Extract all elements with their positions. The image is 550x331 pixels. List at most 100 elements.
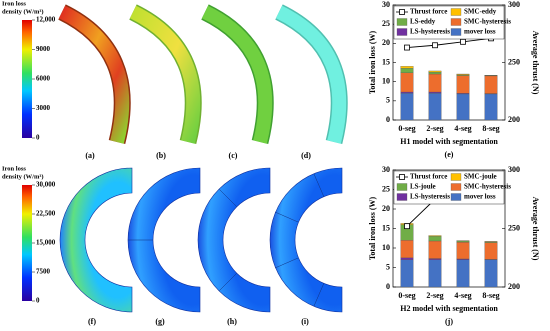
simulation-images (58, 4, 348, 313)
legend-label: mover loss (464, 28, 496, 36)
legend-swatch (450, 183, 462, 191)
seam (218, 188, 238, 208)
y2-axis-title: Average thrust (N) (531, 31, 540, 95)
colorbar-tick-label: 6000 (36, 75, 51, 83)
legend: Thrust force SMC-eddy LS-eddy SMC-hysteresi… (393, 5, 511, 40)
y-tick-label: 30 (382, 165, 390, 174)
y-tick-label: 15 (382, 223, 390, 232)
thrust-marker (404, 44, 410, 51)
y-tick-label: 25 (382, 184, 390, 193)
x-tick-label: 2-seg (426, 291, 443, 300)
y2-axis-title: Average thrust (N) (531, 197, 540, 261)
panel-label: (c) (229, 151, 238, 160)
legend-swatch (450, 173, 462, 181)
legend-swatch (450, 18, 462, 26)
legend-label: SMC-hysteresis (464, 18, 511, 26)
x-axis-title: H2 model with segmentation (400, 304, 498, 313)
bar-segment (456, 240, 470, 243)
colorbar-title: density (W/m³) (2, 173, 44, 180)
panel-label: (d) (301, 151, 311, 160)
legend-swatch (450, 8, 462, 16)
bar-segment (428, 91, 442, 94)
seam (274, 211, 299, 223)
x-tick-label: 4-seg (454, 124, 471, 133)
strip-a (58, 5, 130, 144)
colorbar-tick-label: 12,000 (36, 16, 56, 24)
y-tick-label: 0 (386, 282, 390, 291)
bar-segment (428, 70, 442, 73)
legend-label: SMC-joule (464, 173, 497, 181)
thrust-marker (404, 223, 410, 230)
ring-i (269, 167, 343, 313)
bar-segment (456, 241, 470, 260)
y-axis-title: Total iron loss (W) (368, 30, 377, 94)
bar-segment (484, 93, 498, 121)
y2-tick-label: 250 (508, 57, 520, 66)
bar-segment (456, 259, 470, 288)
seam (218, 272, 238, 292)
bar-segment (456, 73, 470, 75)
thrust-line (406, 37, 492, 48)
seam (274, 257, 299, 269)
colorbar-tick-label: 30,000 (36, 181, 56, 189)
y-tick-label: 15 (382, 57, 390, 66)
colorbar-tick-label: 7500 (36, 268, 51, 276)
bar-segment (428, 73, 442, 93)
bar-segment (400, 240, 414, 258)
legend-label: LS-hysteresis (410, 193, 450, 201)
y2-tick-label: 200 (508, 115, 520, 124)
bar-segment (428, 71, 442, 75)
legend-label: mover loss (464, 193, 496, 201)
legend: Thrust force SMC-joule LS-joule SMC-hystere… (393, 170, 511, 205)
colorbar-tick-label: 15,000 (36, 239, 56, 247)
colorbar (22, 20, 32, 138)
legend-swatch (396, 28, 408, 36)
colorbar-tick-label: 3000 (36, 104, 51, 112)
bar-segment (400, 66, 414, 69)
x-tick-label: 4-seg (454, 291, 471, 300)
y-tick-label: 20 (382, 38, 390, 47)
ring-f (59, 167, 133, 313)
y-tick-label: 0 (386, 115, 390, 124)
panel-label: (g) (155, 317, 165, 326)
colorbar (22, 185, 32, 301)
y2-tick-label: 300 (508, 165, 520, 174)
panel-label: (a) (85, 151, 95, 160)
ring-g (127, 167, 201, 313)
colorbar-title: Iron loss (2, 165, 26, 172)
legend-swatch (396, 18, 408, 26)
legend-label: LS-eddy (410, 18, 436, 26)
x-tick-label: 8-seg (482, 291, 499, 300)
legend-swatch (450, 28, 462, 36)
bar-segment (484, 259, 498, 288)
legend-label: Thrust force (410, 173, 447, 181)
bar-segment (484, 242, 498, 260)
bar-segment (400, 257, 414, 260)
bar-segment (456, 93, 470, 121)
seam (313, 173, 325, 198)
y2-tick-label: 250 (508, 223, 520, 232)
y-axis-title: Total iron loss (W) (368, 196, 377, 260)
legend-label: LS-joule (410, 183, 436, 191)
x-tick-label: 2-seg (426, 124, 443, 133)
bar-segment (400, 93, 414, 121)
bar-segment (400, 68, 414, 73)
y-tick-label: 10 (382, 243, 390, 252)
legend-swatch (396, 183, 408, 191)
x-tick-label: 0-seg (398, 124, 415, 133)
legend-label: SMC-eddy (464, 8, 497, 16)
x-tick-label: 0-seg (398, 291, 415, 300)
legend-label: SMC-hysteresis (464, 183, 511, 191)
legend-swatch (396, 193, 408, 201)
colorbar-tick-label: 9000 (36, 45, 51, 53)
legend-marker (399, 9, 405, 15)
strip-d (275, 5, 347, 144)
panel-label: (i) (301, 317, 309, 326)
legend-box (393, 5, 505, 40)
panel-label: (e) (445, 150, 454, 159)
y-tick-label: 5 (386, 96, 390, 105)
x-tick-label: 8-seg (482, 124, 499, 133)
bar-segment (428, 258, 442, 260)
strip-b (129, 5, 201, 144)
thrust-marker (432, 42, 438, 49)
